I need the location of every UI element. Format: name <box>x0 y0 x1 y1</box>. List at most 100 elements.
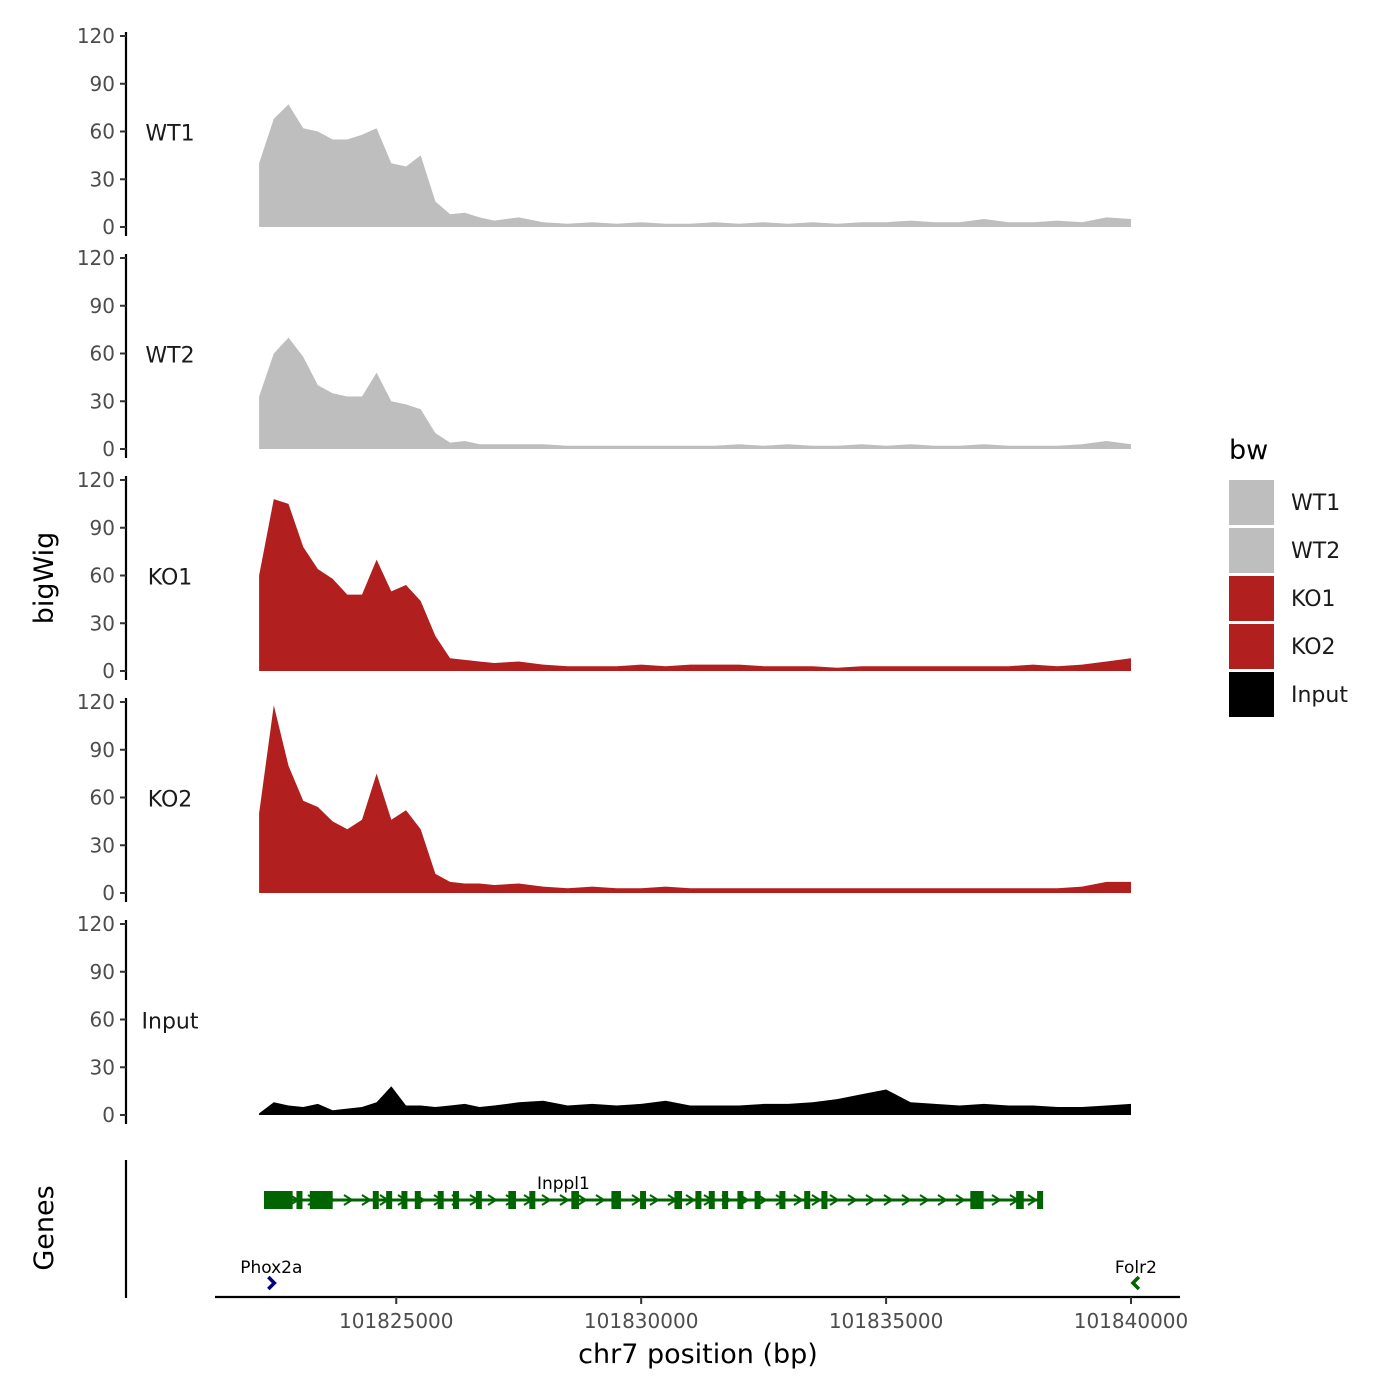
track-label-ko2: KO2 <box>148 788 193 813</box>
exon <box>754 1191 761 1209</box>
gene-folr2: Folr2 <box>1115 1258 1157 1291</box>
track-wt2: 0 30 60 90 120 WT2 <box>77 246 1132 461</box>
legend-label-wt2: WT2 <box>1291 539 1340 564</box>
exon <box>737 1191 744 1209</box>
exon <box>414 1191 421 1209</box>
legend-key-ko1 <box>1229 576 1274 621</box>
y-tick-label-wt1-0: 0 <box>102 215 115 239</box>
exon <box>674 1191 683 1209</box>
strand-arrow <box>919 1194 930 1206</box>
strand-arrow <box>1027 1194 1038 1206</box>
exon <box>804 1191 811 1209</box>
exon <box>722 1191 729 1209</box>
exon <box>695 1191 702 1209</box>
track-ko2: 0 30 60 90 120 KO2 <box>77 690 1132 905</box>
exon <box>779 1191 786 1209</box>
y-tick-label-wt1-30: 30 <box>90 167 115 191</box>
y-tick-label-ko2-90: 90 <box>90 738 115 762</box>
track-label-wt2: WT2 <box>145 344 194 369</box>
exon <box>821 1191 828 1209</box>
legend-label-wt1: WT1 <box>1291 491 1340 516</box>
exon <box>452 1191 459 1209</box>
exon <box>708 1191 715 1209</box>
x-axis: 101825000 101830000 101835000 101840000 <box>215 1295 1189 1333</box>
genes-panel: Inppl1 Phox2a Folr2 <box>124 1160 1157 1298</box>
exon <box>386 1191 393 1209</box>
gene-label-inppl1: Inppl1 <box>537 1174 590 1194</box>
strand-arrow <box>937 1194 948 1206</box>
y-tick-label-wt1-90: 90 <box>90 72 115 96</box>
track-wt1: 0 30 60 90 120 WT1 <box>77 24 1132 239</box>
y-tick-label-wt2-0: 0 <box>102 437 115 461</box>
exon <box>970 1191 984 1209</box>
track-ko1: 0 30 60 90 120 KO1 <box>77 468 1132 683</box>
track-label-wt1: WT1 <box>145 122 194 147</box>
y-tick-label-input-60: 60 <box>90 1008 115 1032</box>
legend-key-ko2 <box>1229 624 1274 669</box>
y-tick-label-wt2-90: 90 <box>90 294 115 318</box>
x-tick-label-101830000: 101830000 <box>584 1309 699 1333</box>
strand-arrow <box>343 1194 354 1206</box>
track-label-ko1: KO1 <box>148 566 193 591</box>
strand-arrow <box>685 1194 696 1206</box>
strand-arrow <box>901 1194 912 1206</box>
y-tick-label-ko1-30: 30 <box>90 611 115 635</box>
exon <box>401 1191 408 1209</box>
gene-label-folr2: Folr2 <box>1115 1258 1157 1278</box>
y-tick-label-ko2-120: 120 <box>77 690 115 714</box>
coverage-tracks: 0 30 60 90 120 WT1 0 30 60 90 120 WT2 0 30 60 90 120 KO1 0… <box>77 24 1132 1127</box>
y-tick-label-ko1-120: 120 <box>77 468 115 492</box>
legend-label-input: Input <box>1291 683 1348 708</box>
legend-title: bw <box>1229 435 1268 466</box>
strand-arrow <box>991 1194 1002 1206</box>
x-axis-title: chr7 position (bp) <box>578 1339 818 1370</box>
area-wt2 <box>259 337 1132 449</box>
x-tick-label-101835000: 101835000 <box>829 1309 944 1333</box>
x-tick-label-101825000: 101825000 <box>339 1309 454 1333</box>
area-wt1 <box>259 104 1132 227</box>
area-ko2 <box>259 705 1132 893</box>
y-tick-label-wt1-60: 60 <box>90 120 115 144</box>
area-ko1 <box>259 499 1132 671</box>
y-tick-label-ko2-60: 60 <box>90 786 115 810</box>
legend-key-input <box>1229 672 1274 717</box>
exon <box>475 1191 482 1209</box>
strand-arrow <box>361 1194 372 1206</box>
exon <box>640 1191 647 1209</box>
gene-inppl1: Inppl1 <box>263 1174 1044 1209</box>
strand-arrow <box>829 1194 840 1206</box>
legend-label-ko1: KO1 <box>1291 587 1336 612</box>
exon <box>437 1191 444 1209</box>
y-tick-label-input-120: 120 <box>77 912 115 936</box>
strand-arrow <box>559 1194 570 1206</box>
exon <box>1016 1191 1024 1209</box>
y-tick-label-wt1-120: 120 <box>77 24 115 48</box>
strand-arrow <box>649 1194 660 1206</box>
track-label-input: Input <box>142 1010 199 1035</box>
y-tick-label-wt2-120: 120 <box>77 246 115 270</box>
y-tick-label-ko1-0: 0 <box>102 659 115 683</box>
strand-arrow <box>883 1194 894 1206</box>
exon <box>1037 1191 1044 1209</box>
y-tick-label-input-0: 0 <box>102 1103 115 1127</box>
exon <box>372 1191 379 1209</box>
gene-glyph-folr2 <box>1130 1275 1141 1291</box>
strand-arrow <box>847 1194 858 1206</box>
legend-key-wt1 <box>1229 480 1274 525</box>
legend: bw WT1 WT2 KO1 KO2 Input <box>1229 435 1348 717</box>
strand-arrow <box>793 1194 804 1206</box>
y-tick-label-input-90: 90 <box>90 960 115 984</box>
exon <box>263 1191 293 1209</box>
x-tick-label-101840000: 101840000 <box>1074 1309 1189 1333</box>
strand-arrow <box>487 1194 498 1206</box>
exon <box>309 1191 333 1209</box>
strand-arrow <box>865 1194 876 1206</box>
gene-glyph-phox2a <box>267 1275 277 1291</box>
exon <box>529 1191 536 1209</box>
track-input: 0 30 60 90 120 Input <box>77 912 1132 1127</box>
y-tick-label-wt2-30: 30 <box>90 389 115 413</box>
exon <box>508 1191 516 1209</box>
area-input <box>259 1086 1132 1115</box>
y-tick-label-ko1-90: 90 <box>90 516 115 540</box>
